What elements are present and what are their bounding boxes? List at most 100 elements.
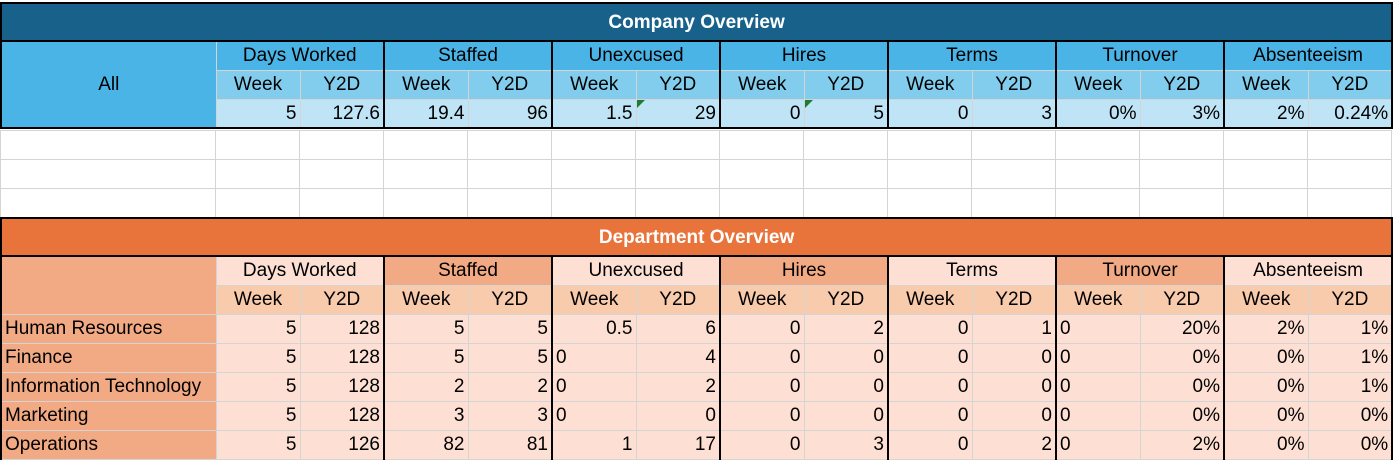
value-cell[interactable]: 0 <box>887 371 973 402</box>
department-title[interactable]: Department Overview <box>0 217 1394 257</box>
empty-cell[interactable] <box>551 159 636 189</box>
empty-cell[interactable] <box>887 159 972 189</box>
empty-cell[interactable] <box>551 130 636 160</box>
value-cell[interactable]: 5 <box>467 313 553 344</box>
department-name[interactable]: Operations <box>0 429 217 460</box>
sub-header-week[interactable]: Week <box>1223 284 1309 315</box>
value-cell[interactable]: 2 <box>803 313 889 344</box>
sub-header-y2d[interactable]: Y2D <box>803 284 889 315</box>
department-name[interactable]: Finance <box>0 342 217 373</box>
value-cell[interactable]: 0 <box>719 342 805 373</box>
empty-cell[interactable] <box>971 130 1056 160</box>
value-cell[interactable]: 128 <box>299 342 385 373</box>
empty-cell[interactable] <box>635 188 720 218</box>
sub-header-week[interactable]: Week <box>887 69 973 100</box>
empty-cell[interactable] <box>635 130 720 160</box>
empty-cell[interactable] <box>1139 130 1224 160</box>
value-cell[interactable]: 0 <box>887 400 973 431</box>
value-cell[interactable]: 128 <box>299 371 385 402</box>
value-cell[interactable]: 0 <box>887 429 973 460</box>
group-header[interactable]: Absenteeism <box>1223 40 1394 71</box>
value-cell[interactable]: 3% <box>1139 98 1225 129</box>
empty-cell[interactable] <box>803 188 888 218</box>
empty-cell[interactable] <box>1307 159 1392 189</box>
value-cell[interactable]: 0 <box>1055 371 1141 402</box>
value-cell[interactable]: 0 <box>1055 400 1141 431</box>
value-cell[interactable]: 0 <box>887 98 973 129</box>
value-cell[interactable]: 1.5 <box>551 98 637 129</box>
value-cell[interactable]: 0 <box>803 371 889 402</box>
value-cell[interactable]: 126 <box>299 429 385 460</box>
value-cell[interactable]: 0% <box>1223 429 1309 460</box>
value-cell[interactable]: 82 <box>383 429 469 460</box>
sub-header-y2d[interactable]: Y2D <box>467 284 553 315</box>
empty-cell[interactable] <box>1223 159 1308 189</box>
value-cell[interactable]: 20% <box>1139 313 1225 344</box>
value-cell[interactable]: 0% <box>1307 429 1394 460</box>
value-cell[interactable]: 128 <box>299 400 385 431</box>
value-cell[interactable]: 0 <box>887 342 973 373</box>
value-cell[interactable]: 0 <box>551 342 637 373</box>
sub-header-week[interactable]: Week <box>551 69 637 100</box>
group-header[interactable]: Absenteeism <box>1223 255 1394 286</box>
sub-header-week[interactable]: Week <box>1055 284 1141 315</box>
value-cell[interactable]: 1 <box>971 313 1057 344</box>
sub-header-y2d[interactable]: Y2D <box>299 284 385 315</box>
value-cell[interactable]: 3 <box>467 400 553 431</box>
value-cell[interactable]: 4 <box>635 342 721 373</box>
value-cell[interactable]: 0 <box>551 400 637 431</box>
empty-cell[interactable] <box>1055 188 1140 218</box>
value-cell[interactable]: 1% <box>1307 313 1394 344</box>
value-cell[interactable]: 0 <box>719 429 805 460</box>
value-cell[interactable]: 3 <box>971 98 1057 129</box>
value-cell[interactable]: 3 <box>383 400 469 431</box>
department-name[interactable]: Information Technology <box>0 371 217 402</box>
scope-label[interactable]: All <box>0 40 217 129</box>
empty-cell[interactable] <box>383 159 468 189</box>
value-cell[interactable]: 5 <box>215 429 301 460</box>
sub-header-week[interactable]: Week <box>551 284 637 315</box>
value-cell[interactable]: 5 <box>215 342 301 373</box>
empty-cell[interactable] <box>0 188 216 218</box>
value-cell[interactable]: 0% <box>1307 400 1394 431</box>
empty-cell[interactable] <box>299 188 384 218</box>
empty-cell[interactable] <box>299 159 384 189</box>
value-cell[interactable]: 3 <box>803 429 889 460</box>
empty-cell[interactable] <box>383 130 468 160</box>
value-cell[interactable]: 5 <box>215 98 301 129</box>
empty-cell[interactable] <box>467 130 552 160</box>
value-cell[interactable]: 0% <box>1139 400 1225 431</box>
empty-cell[interactable] <box>803 159 888 189</box>
empty-cell[interactable] <box>971 188 1056 218</box>
group-header[interactable]: Hires <box>719 255 889 286</box>
sub-header-week[interactable]: Week <box>719 69 805 100</box>
empty-cell[interactable] <box>1307 130 1392 160</box>
empty-cell[interactable] <box>1223 188 1308 218</box>
empty-cell[interactable] <box>467 159 552 189</box>
value-cell[interactable]: 0% <box>1223 342 1309 373</box>
value-cell[interactable]: 0 <box>719 98 805 129</box>
empty-cell[interactable] <box>0 159 216 189</box>
empty-cell[interactable] <box>887 130 972 160</box>
sub-header-y2d[interactable]: Y2D <box>803 69 889 100</box>
empty-cell[interactable] <box>1055 130 1140 160</box>
empty-cell[interactable] <box>1223 130 1308 160</box>
sub-header-week[interactable]: Week <box>215 69 301 100</box>
sub-header-y2d[interactable]: Y2D <box>299 69 385 100</box>
group-header[interactable]: Hires <box>719 40 889 71</box>
sub-header-y2d[interactable]: Y2D <box>1139 284 1225 315</box>
value-cell[interactable]: 0% <box>1139 371 1225 402</box>
value-cell[interactable]: 5 <box>215 400 301 431</box>
empty-cell[interactable] <box>635 159 720 189</box>
value-cell[interactable]: 6 <box>635 313 721 344</box>
sub-header-week[interactable]: Week <box>719 284 805 315</box>
value-cell[interactable]: 5 <box>215 313 301 344</box>
value-cell[interactable]: 0% <box>1223 400 1309 431</box>
sub-header-y2d[interactable]: Y2D <box>635 69 721 100</box>
value-cell[interactable]: 2% <box>1223 313 1309 344</box>
value-cell[interactable]: 0 <box>971 400 1057 431</box>
sub-header-y2d[interactable]: Y2D <box>1307 69 1394 100</box>
value-cell[interactable]: 0 <box>971 342 1057 373</box>
value-cell[interactable]: 29 <box>635 98 721 129</box>
value-cell[interactable]: 2 <box>971 429 1057 460</box>
